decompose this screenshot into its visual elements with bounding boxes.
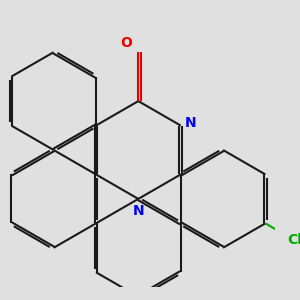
Text: Cl: Cl [288,233,300,248]
Text: N: N [184,116,196,130]
Text: O: O [121,36,132,50]
Text: N: N [133,204,144,218]
